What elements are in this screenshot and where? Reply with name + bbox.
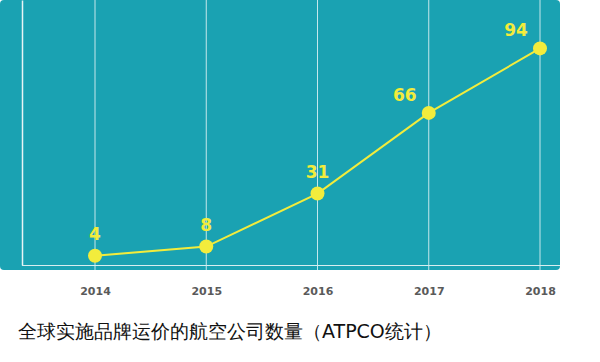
x-tick-label: 2016: [303, 285, 334, 298]
title: 全球实施品牌运价的航空公司数量（ATPCO统计）: [18, 320, 442, 342]
x-tick-label: 2014: [80, 285, 111, 298]
marks: [88, 41, 547, 262]
x-tick-label: 2015: [191, 285, 222, 298]
x-axis: 2014 2015 2016 2017 2018: [22, 265, 560, 298]
grid: [95, 0, 540, 270]
plot-background: [0, 0, 560, 270]
point: [311, 187, 325, 201]
data-label: 8: [200, 215, 212, 235]
point: [88, 249, 102, 263]
x-tick: 2017: [414, 265, 445, 298]
data-label: 66: [393, 85, 417, 105]
grid-line: [540, 0, 541, 270]
data-labels: 4 8 31 66 94: [89, 20, 528, 243]
chart: 2014 2015 2016 2017 2018 4 8 31 66 94 全球实施品牌运价的航空公…: [0, 0, 600, 362]
x-tick: 2016: [303, 265, 334, 298]
point: [422, 106, 436, 120]
x-tick-label: 2018: [525, 285, 556, 298]
data-label: 31: [306, 162, 330, 182]
x-tick: 2014: [80, 265, 111, 298]
point: [199, 240, 213, 254]
y-axis: [22, 1, 23, 266]
line: [95, 48, 540, 255]
x-tick: 2018: [525, 265, 556, 298]
point: [533, 41, 547, 55]
data-label: 94: [504, 20, 528, 40]
x-axis-line: [22, 265, 560, 266]
data-label: 4: [89, 224, 101, 244]
x-tick: 2015: [191, 265, 222, 298]
grid-line: [317, 0, 318, 270]
x-tick-label: 2017: [414, 285, 445, 298]
y-axis-line: [22, 1, 24, 266]
grid-line: [428, 0, 429, 270]
